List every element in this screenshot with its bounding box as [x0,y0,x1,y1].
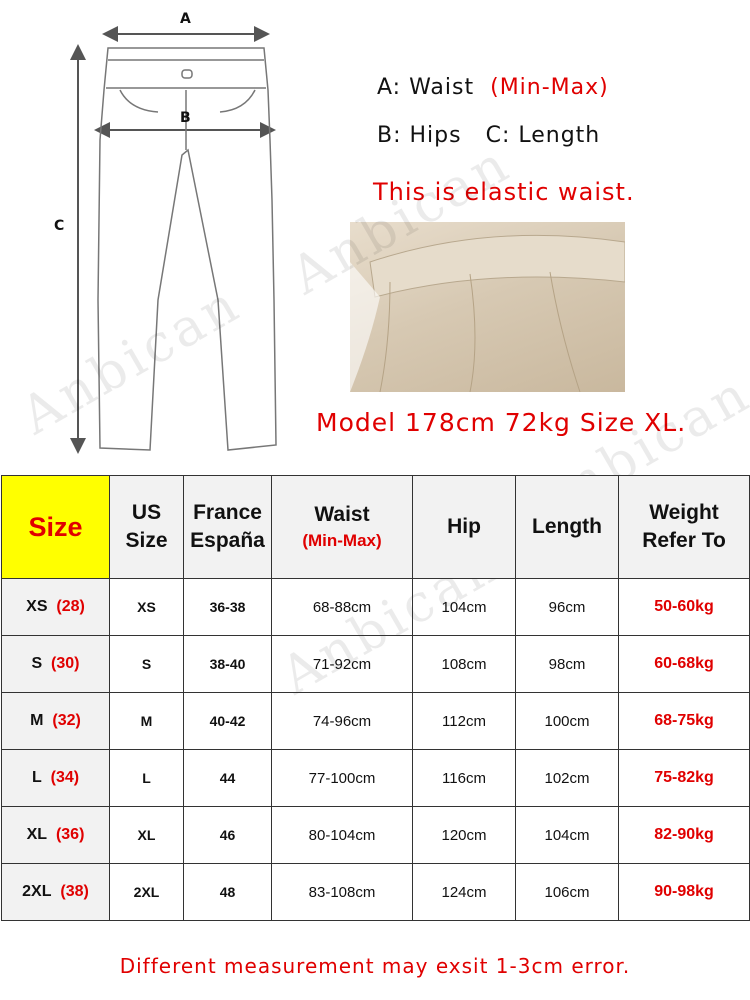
table-row: XS (28) XS 36-38 68-88cm 104cm 96cm 50-6… [1,578,750,636]
cell-us: XL [109,806,184,864]
cell-hip: 104cm [412,578,516,636]
header-france: France España [183,475,272,579]
size-table: Size US Size France España Waist (Min-Max… [1,475,750,921]
legend-hips-length: B: Hips C: Length [377,123,600,148]
cell-size: L (34) [1,749,110,807]
table-row: XL (36) XL 46 80-104cm 120cm 104cm 82-90… [1,806,750,864]
waist-note: (Min-Max) [490,75,609,100]
cell-waist: 80-104cm [271,806,413,864]
table-row: M (32) M 40-42 74-96cm 112cm 100cm 68-75… [1,692,750,750]
elastic-note: This is elastic waist. [373,178,635,206]
cell-length: 100cm [515,692,619,750]
cell-waist: 77-100cm [271,749,413,807]
cell-hip: 108cm [412,635,516,693]
cell-hip: 120cm [412,806,516,864]
cell-length: 106cm [515,863,619,921]
cell-weight: 68-75kg [618,692,750,750]
cell-weight: 60-68kg [618,635,750,693]
cell-size: XL (36) [1,806,110,864]
cell-waist: 71-92cm [271,635,413,693]
hips-text: B: Hips [377,123,462,148]
waist-photo [350,222,625,392]
cell-france: 46 [183,806,272,864]
cell-size: M (32) [1,692,110,750]
label-a: A [180,11,191,27]
label-b: B [180,110,191,126]
cell-hip: 124cm [412,863,516,921]
cell-length: 96cm [515,578,619,636]
cell-us: 2XL [109,863,184,921]
header-weight: Weight Refer To [618,475,750,579]
cell-hip: 116cm [412,749,516,807]
cell-us: S [109,635,184,693]
cell-length: 102cm [515,749,619,807]
legend-waist: A: Waist (Min-Max) [377,75,609,100]
cell-size: XS (28) [1,578,110,636]
cell-hip: 112cm [412,692,516,750]
elastic-waist-image [350,234,625,392]
cell-weight: 90-98kg [618,863,750,921]
header-waist: Waist (Min-Max) [271,475,413,579]
cell-length: 98cm [515,635,619,693]
cell-france: 44 [183,749,272,807]
cell-france: 36-38 [183,578,272,636]
cell-weight: 82-90kg [618,806,750,864]
header-length: Length [515,475,619,579]
cell-size: S (30) [1,635,110,693]
table-row: L (34) L 44 77-100cm 116cm 102cm 75-82kg [1,749,750,807]
header-us-size: US Size [109,475,184,579]
cell-weight: 75-82kg [618,749,750,807]
table-header-row: Size US Size France España Waist (Min-Max… [1,475,750,579]
cell-france: 48 [183,863,272,921]
cell-us: XS [109,578,184,636]
header-hip: Hip [412,475,516,579]
cell-weight: 50-60kg [618,578,750,636]
cell-us: L [109,749,184,807]
label-c: C [54,218,64,234]
length-text: C: Length [485,123,601,148]
cell-waist: 83-108cm [271,863,413,921]
cell-france: 38-40 [183,635,272,693]
cell-us: M [109,692,184,750]
table-row: S (30) S 38-40 71-92cm 108cm 98cm 60-68k… [1,635,750,693]
cell-length: 104cm [515,806,619,864]
table-row: 2XL (38) 2XL 48 83-108cm 124cm 106cm 90-… [1,863,750,921]
cell-waist: 74-96cm [271,692,413,750]
cell-france: 40-42 [183,692,272,750]
waist-text: A: Waist [377,75,475,100]
header-size: Size [1,475,110,579]
cell-size: 2XL (38) [1,863,110,921]
footer-note: Different measurement may exsit 1-3cm er… [119,954,631,978]
model-info: Model 178cm 72kg Size XL. [316,408,687,437]
pants-diagram: A B C [54,11,277,454]
cell-waist: 68-88cm [271,578,413,636]
pants-outline [97,47,277,451]
